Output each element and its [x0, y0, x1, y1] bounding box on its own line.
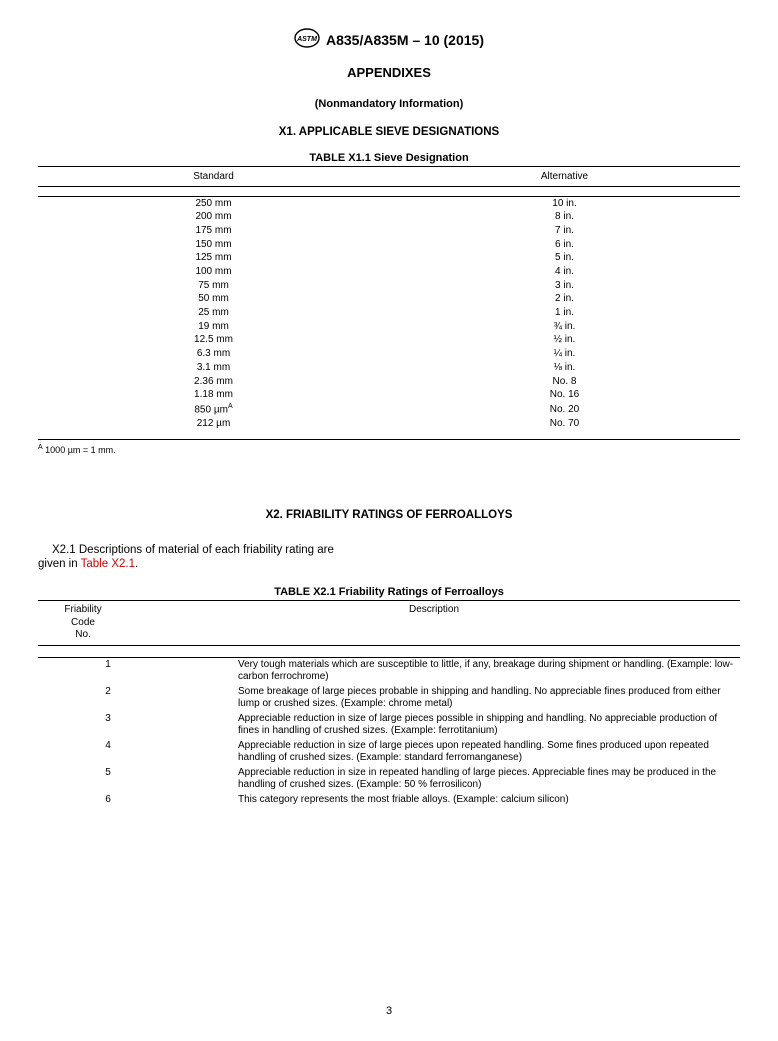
cell-description: Appreciable reduction in size in repeate… [128, 766, 740, 793]
paragraph-x21: X2.1 Descriptions of material of each fr… [38, 543, 403, 573]
table-row: 1.18 mmNo. 16 [38, 389, 740, 403]
table-row: 3.1 mm⅛ in. [38, 361, 740, 375]
cell-standard: 1.18 mm [38, 389, 389, 403]
para-body2: given in [38, 558, 81, 570]
table-row: 1Very tough materials which are suscepti… [38, 657, 740, 685]
table-row: 100 mm4 in. [38, 265, 740, 279]
svg-text:ASTM: ASTM [296, 36, 317, 43]
cell-alternative: 7 in. [389, 224, 740, 238]
para-body1: Descriptions of material of each friabil… [76, 544, 334, 556]
cell-description: Some breakage of large pieces probable i… [128, 685, 740, 712]
cell-description: Very tough materials which are susceptib… [128, 657, 740, 685]
table-x11: Standard Alternative 250 mm10 in.200 mm8… [38, 166, 740, 440]
table-row: 75 mm3 in. [38, 279, 740, 293]
cell-description: Appreciable reduction in size of large p… [128, 739, 740, 766]
col-header-standard: Standard [38, 167, 389, 187]
para-period: . [135, 558, 138, 570]
table-row: 200 mm8 in. [38, 211, 740, 225]
cell-alternative: No. 16 [389, 389, 740, 403]
cell-standard: 250 mm [38, 197, 389, 211]
cell-standard: 850 µmA [38, 402, 389, 417]
table-row: 6This category represents the most friab… [38, 793, 740, 808]
col-header-alternative: Alternative [389, 167, 740, 187]
cell-alternative: 6 in. [389, 238, 740, 252]
table-row: 4Appreciable reduction in size of large … [38, 739, 740, 766]
table-row: 2Some breakage of large pieces probable … [38, 685, 740, 712]
cell-alternative: ⅛ in. [389, 361, 740, 375]
table-row: 12.5 mm½ in. [38, 334, 740, 348]
page-number: 3 [0, 1005, 778, 1017]
heading-x1: X1. APPLICABLE SIEVE DESIGNATIONS [38, 126, 740, 138]
cell-alternative: 4 in. [389, 265, 740, 279]
doc-id: A835/A835M – 10 (2015) [326, 32, 484, 48]
cell-standard: 2.36 mm [38, 375, 389, 389]
table-row: 125 mm5 in. [38, 252, 740, 266]
heading-nonmandatory: (Nonmandatory Information) [38, 98, 740, 110]
table-row: 175 mm7 in. [38, 224, 740, 238]
cell-standard: 212 µm [38, 417, 389, 431]
cell-standard: 175 mm [38, 224, 389, 238]
cell-standard: 100 mm [38, 265, 389, 279]
table-row: 6.3 mm¼ in. [38, 348, 740, 362]
cell-code: 2 [38, 685, 128, 712]
cell-code: 1 [38, 657, 128, 685]
cell-alternative: 2 in. [389, 293, 740, 307]
cell-alternative: ¼ in. [389, 348, 740, 362]
cell-standard: 6.3 mm [38, 348, 389, 362]
cell-standard: 3.1 mm [38, 361, 389, 375]
cell-standard: 125 mm [38, 252, 389, 266]
cell-standard: 25 mm [38, 307, 389, 321]
cell-standard: 75 mm [38, 279, 389, 293]
cell-alternative: 5 in. [389, 252, 740, 266]
heading-appendixes: APPENDIXES [38, 65, 740, 80]
table-row: 212 µmNo. 70 [38, 417, 740, 431]
cell-alternative: 1 in. [389, 307, 740, 321]
astm-logo: ASTM [294, 28, 320, 51]
cell-standard: 150 mm [38, 238, 389, 252]
footnote-text: 1000 µm = 1 mm. [43, 445, 116, 455]
table-row: 150 mm6 in. [38, 238, 740, 252]
cell-code: 4 [38, 739, 128, 766]
cell-code: 5 [38, 766, 128, 793]
cell-alternative: 8 in. [389, 211, 740, 225]
table-row: 250 mm10 in. [38, 197, 740, 211]
cell-description: This category represents the most friabl… [128, 793, 740, 808]
table-x11-title: TABLE X1.1 Sieve Designation [38, 152, 740, 164]
para-lead: X2.1 [52, 544, 76, 556]
col-header-code: Friability Code No. [38, 601, 128, 646]
table-x11-footnote: A 1000 µm = 1 mm. [38, 444, 740, 455]
cell-code: 6 [38, 793, 128, 808]
cell-standard: 200 mm [38, 211, 389, 225]
cell-alternative: 3 in. [389, 279, 740, 293]
cell-alternative: 10 in. [389, 197, 740, 211]
cell-alternative: ½ in. [389, 334, 740, 348]
table-x21-ref: Table X2.1 [81, 558, 135, 570]
cell-alternative: No. 70 [389, 417, 740, 431]
table-x21: Friability Code No. Description 1Very to… [38, 600, 740, 807]
table-row: 50 mm2 in. [38, 293, 740, 307]
table-row: 3Appreciable reduction in size of large … [38, 712, 740, 739]
cell-standard: 12.5 mm [38, 334, 389, 348]
heading-x2: X2. FRIABILITY RATINGS OF FERROALLOYS [38, 509, 740, 521]
cell-alternative: No. 20 [389, 402, 740, 417]
cell-alternative: No. 8 [389, 375, 740, 389]
cell-standard: 19 mm [38, 320, 389, 334]
doc-header: ASTM A835/A835M – 10 (2015) [38, 28, 740, 51]
table-x21-title: TABLE X2.1 Friability Ratings of Ferroal… [38, 586, 740, 598]
table-row: 5Appreciable reduction in size in repeat… [38, 766, 740, 793]
table-row: 19 mm¾ in. [38, 320, 740, 334]
table-row: 850 µmANo. 20 [38, 402, 740, 417]
cell-alternative: ¾ in. [389, 320, 740, 334]
cell-standard: 50 mm [38, 293, 389, 307]
table-row: 25 mm1 in. [38, 307, 740, 321]
cell-code: 3 [38, 712, 128, 739]
table-row: 2.36 mmNo. 8 [38, 375, 740, 389]
col-header-description: Description [128, 601, 740, 646]
cell-description: Appreciable reduction in size of large p… [128, 712, 740, 739]
